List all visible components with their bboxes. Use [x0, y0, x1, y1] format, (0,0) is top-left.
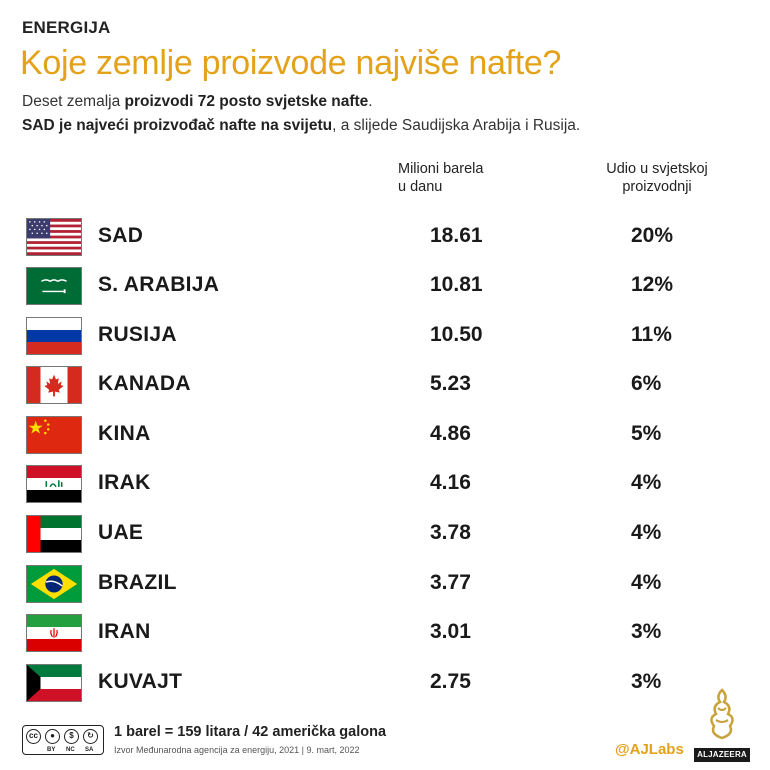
barrels-value: 3.78	[430, 521, 471, 544]
column-header-share: Udio u svjetskoj proizvodnji	[606, 161, 708, 195]
share-value: 4%	[631, 521, 662, 544]
attribution-icon: ●	[45, 729, 60, 744]
source-text: Izvor Međunarodna agencija za energiju, …	[114, 745, 360, 755]
barrels-value: 10.50	[430, 323, 483, 346]
category-label: ENERGIJA	[22, 18, 111, 37]
uae-flag-icon	[26, 515, 82, 553]
country-name: IRAK	[98, 471, 151, 494]
country-name: IRAN	[98, 620, 151, 643]
unit-note: 1 barel = 159 litara / 42 američka galon…	[114, 724, 387, 740]
russia-flag-icon	[26, 317, 82, 355]
usa-flag-icon	[26, 218, 82, 256]
share-value: 4%	[631, 571, 662, 594]
share-value: 4%	[631, 471, 662, 494]
table-row: UAE 3.78 4%	[0, 515, 770, 565]
country-name: KINA	[98, 422, 151, 445]
china-flag-icon	[26, 416, 82, 454]
table-row: IRAN 3.01 3%	[0, 614, 770, 664]
cc-by-label: BY	[47, 747, 56, 753]
kuwait-flag-icon	[26, 664, 82, 702]
table-row: BRAZIL 3.77 4%	[0, 565, 770, 615]
barrels-value: 4.86	[430, 422, 471, 445]
country-name: KUVAJT	[98, 670, 183, 693]
sharealike-icon: ↻	[83, 729, 98, 744]
table-row: IRAK 4.16 4%	[0, 465, 770, 515]
subtitle-line-2: SAD je najveći proizvođač nafte na svije…	[22, 117, 581, 134]
barrels-value: 2.75	[430, 670, 471, 693]
barrels-value: 3.77	[430, 571, 471, 594]
barrels-value: 4.16	[430, 471, 471, 494]
column-header-barrels: Milioni barela u danu	[398, 161, 484, 195]
barrels-value: 5.23	[430, 372, 471, 395]
country-name: UAE	[98, 521, 144, 544]
ajlabs-handle: @AJLabs	[615, 741, 684, 758]
iran-flag-icon	[26, 614, 82, 652]
aljazeera-logo: ALJAZEERA	[694, 686, 750, 762]
share-value: 12%	[631, 273, 674, 296]
creative-commons-badge: cc ● $ ↻ BY NC SA	[22, 725, 104, 755]
table-row: RUSIJA 10.50 11%	[0, 317, 770, 367]
canada-flag-icon	[26, 366, 82, 404]
saudi-arabia-flag-icon	[26, 267, 82, 305]
share-value: 11%	[631, 323, 672, 346]
table-row: SAD 18.61 20%	[0, 218, 770, 268]
cc-sa-label: SA	[85, 747, 94, 753]
country-name: SAD	[98, 224, 144, 247]
barrels-value: 3.01	[430, 620, 471, 643]
barrels-value: 18.61	[430, 224, 483, 247]
brazil-flag-icon	[26, 565, 82, 603]
share-value: 3%	[631, 620, 662, 643]
table-row: KANADA 5.23 6%	[0, 366, 770, 416]
country-name: BRAZIL	[98, 571, 177, 594]
share-value: 3%	[631, 670, 662, 693]
subtitle-line-1: Deset zemalja proizvodi 72 posto svjetsk…	[22, 93, 373, 110]
iraq-flag-icon	[26, 465, 82, 503]
share-value: 20%	[631, 224, 674, 247]
page-title: Koje zemlje proizvode najviše nafte?	[20, 44, 562, 82]
table-row: KUVAJT 2.75 3%	[0, 664, 770, 714]
country-name: RUSIJA	[98, 323, 177, 346]
table-row: KINA 4.86 5%	[0, 416, 770, 466]
country-name: S. ARABIJA	[98, 273, 220, 296]
country-name: KANADA	[98, 372, 191, 395]
noncommercial-icon: $	[64, 729, 79, 744]
table-row: S. ARABIJA 10.81 12%	[0, 267, 770, 317]
barrels-value: 10.81	[430, 273, 483, 296]
share-value: 6%	[631, 372, 662, 395]
cc-icon: cc	[26, 729, 41, 744]
cc-nc-label: NC	[66, 747, 75, 753]
share-value: 5%	[631, 422, 662, 445]
